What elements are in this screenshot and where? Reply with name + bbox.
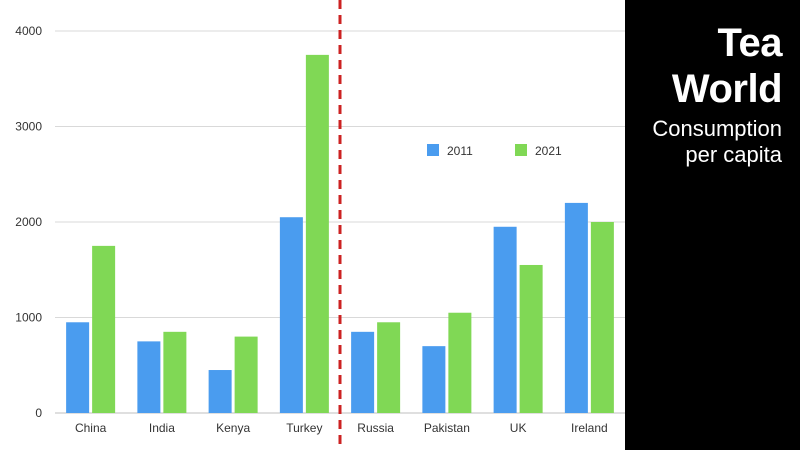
bar [493, 226, 517, 413]
legend-swatch [515, 144, 527, 156]
y-tick-label: 3000 [15, 120, 42, 134]
subtitle-line-2: per capita [685, 142, 782, 167]
y-tick-label: 1000 [15, 311, 42, 325]
bar-chart: 0 1000 2000 3000 4000 China India Kenya Turkey Ru… [15, 0, 625, 450]
x-tick-label: Turkey [286, 421, 322, 435]
x-tick-label: India [149, 421, 175, 435]
x-tick-label: Kenya [216, 421, 250, 435]
x-tick-label: Russia [357, 421, 394, 435]
legend-label: 2011 [447, 144, 473, 158]
legend-swatch [427, 144, 439, 156]
title-line-1: Tea [717, 21, 783, 65]
x-tick-label: China [75, 421, 107, 435]
chart-area: 0 1000 2000 3000 4000 China India Kenya Turkey Ru… [15, 0, 625, 450]
x-tick-label: Ireland [571, 421, 608, 435]
bar [208, 370, 232, 413]
bar [163, 331, 187, 413]
legend-label: 2021 [535, 144, 562, 158]
title-panel: Tea World Consumption per capita [625, 0, 800, 450]
bar [234, 336, 258, 413]
x-tick-label: UK [510, 421, 527, 435]
subtitle-block: Consumption per capita [625, 116, 782, 168]
y-tick-label: 2000 [15, 215, 42, 229]
bar [305, 54, 329, 413]
y-tick-label: 4000 [15, 24, 42, 38]
bar [448, 312, 472, 413]
bar [351, 331, 375, 413]
bar [137, 341, 161, 413]
x-tick-label: Pakistan [424, 421, 470, 435]
bar [422, 346, 446, 413]
bar [377, 322, 401, 413]
bar [519, 264, 543, 413]
y-tick-label: 0 [35, 406, 42, 420]
subtitle-line-1: Consumption [652, 116, 782, 141]
bar [564, 202, 588, 413]
bar [66, 322, 90, 413]
title-line-2: World [671, 67, 783, 111]
bar [590, 222, 614, 413]
bar [279, 217, 303, 413]
bar [92, 245, 116, 413]
